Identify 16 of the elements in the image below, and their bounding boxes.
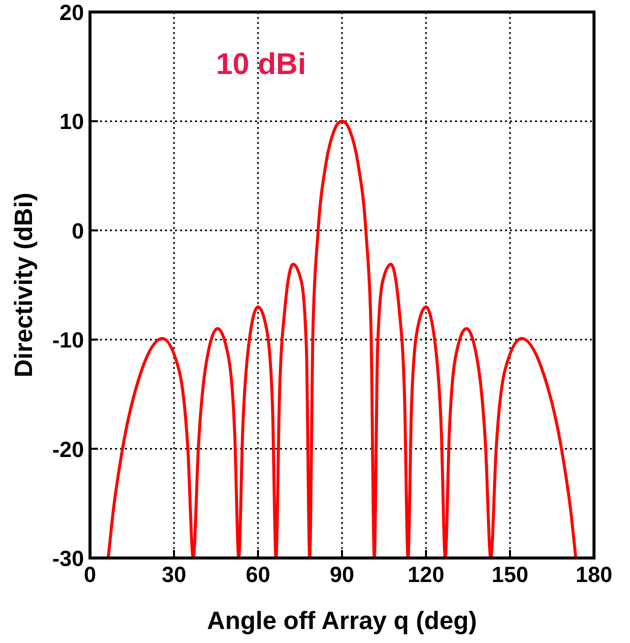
x-tick-label: 30 [162,562,186,587]
x-axis-title: Angle off Array q (deg) [207,607,477,635]
x-tick-label: 150 [492,562,528,587]
y-tick-label: 10 [60,109,84,134]
y-tick-label: -20 [52,436,84,462]
y-tick-label: -10 [52,328,84,353]
x-tick-label: 90 [330,562,354,587]
y-axis-title: Directivity (dBi) [10,192,38,378]
annotation: 10 dBi [216,48,306,81]
y-tick-label: 20 [60,0,84,25]
y-tick-label: 0 [72,218,84,244]
x-tick-label: 180 [576,562,612,587]
x-tick-label: 120 [408,562,444,587]
line-series [106,120,578,558]
y-tick-label: -30 [52,546,84,571]
x-tick-label: 60 [246,562,270,587]
